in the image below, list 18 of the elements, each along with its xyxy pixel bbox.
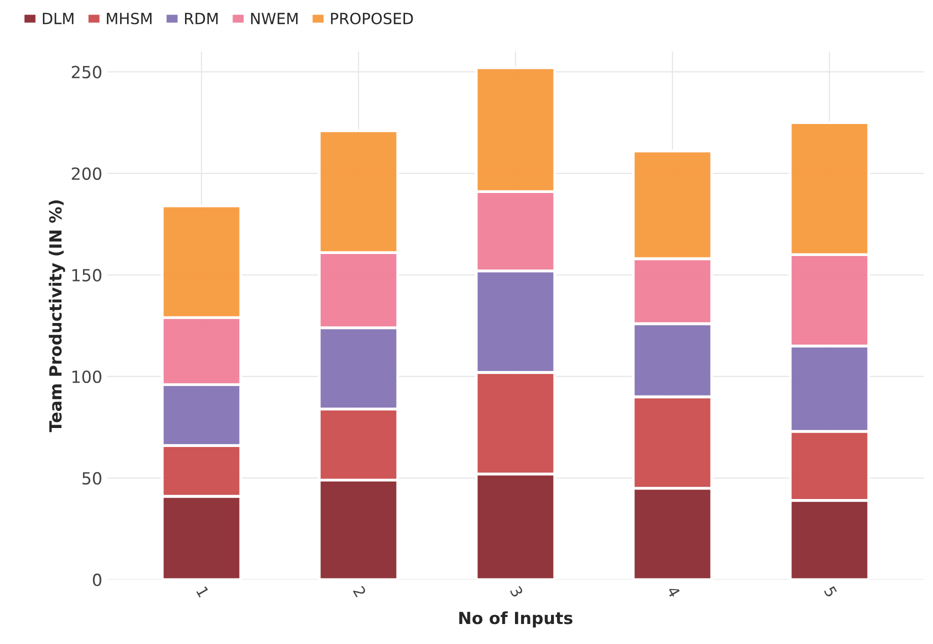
x-axis-title: No of Inputs bbox=[459, 611, 572, 628]
x-tick-label: 3 bbox=[510, 586, 524, 598]
legend-label: MHSM bbox=[106, 12, 152, 24]
x-tick-label: 1 bbox=[196, 586, 210, 598]
x-tick-label: 4 bbox=[666, 585, 680, 598]
legend-label: NWEM bbox=[251, 12, 298, 24]
legend-label: PROPOSED bbox=[331, 12, 413, 24]
x-tick-label: 5 bbox=[824, 586, 838, 598]
y-tick-label: 100 bbox=[72, 370, 102, 384]
x-tick-label: 2 bbox=[352, 586, 366, 598]
y-tick-label: 250 bbox=[72, 66, 102, 78]
y-tick-label: 150 bbox=[72, 268, 102, 282]
y-tick-label: 50 bbox=[82, 472, 102, 485]
y-axis-title: Team Productivity (IN %) bbox=[48, 200, 66, 432]
y-tick-label: 0 bbox=[92, 574, 102, 586]
legend-label: DLM bbox=[42, 12, 74, 24]
legend-label: RDM bbox=[185, 12, 218, 24]
y-tick-label: 200 bbox=[72, 167, 102, 180]
